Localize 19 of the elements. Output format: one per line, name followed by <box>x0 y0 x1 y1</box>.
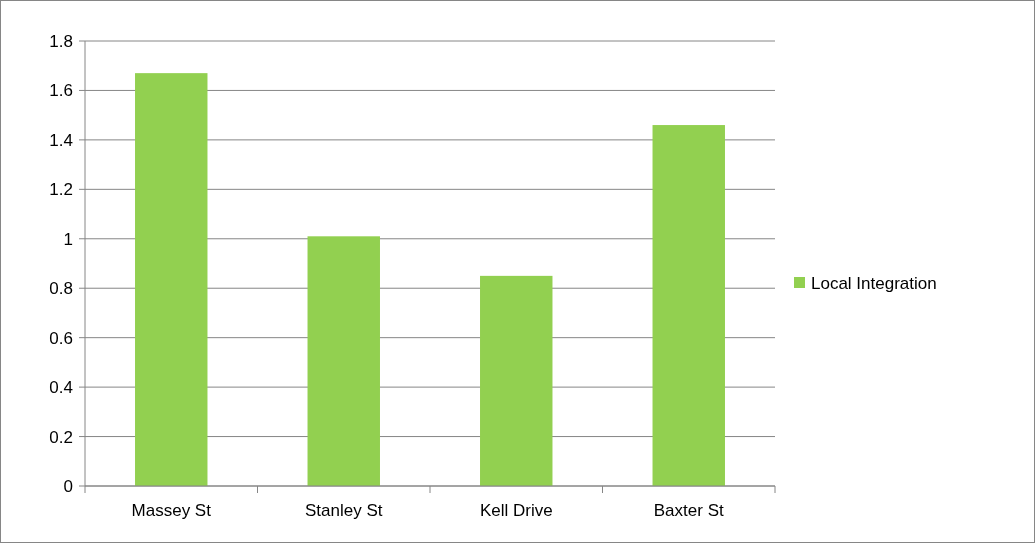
y-tick-label: 1.2 <box>49 180 73 200</box>
y-tick-label: 0.8 <box>49 279 73 299</box>
y-tick-label: 1.6 <box>49 81 73 101</box>
y-tick-label: 0.6 <box>49 328 73 348</box>
y-tick-label: 1.8 <box>49 31 73 51</box>
bar <box>480 275 553 486</box>
x-tick-label: Baxter St <box>653 501 724 520</box>
x-tick-label: Kell Drive <box>479 501 553 520</box>
x-tick-label: Stanley St <box>305 501 383 520</box>
bar <box>307 236 380 486</box>
legend-label: Local Integration <box>811 273 937 293</box>
bar <box>135 73 208 486</box>
x-tick-label: Massey St <box>131 501 212 520</box>
y-tick-label: 0 <box>63 476 73 496</box>
bar <box>652 125 725 486</box>
y-tick-label: 0.2 <box>49 427 73 447</box>
y-tick-label: 1.4 <box>49 130 73 150</box>
y-tick-label: 0.4 <box>49 378 73 398</box>
y-tick-label: 1 <box>63 229 73 249</box>
